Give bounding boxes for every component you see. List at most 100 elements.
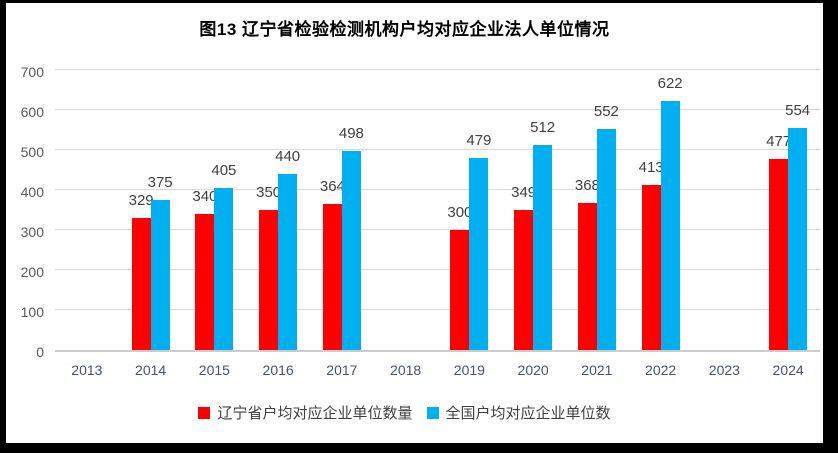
x-tick-label: 2021 (581, 362, 613, 378)
bar-national (214, 188, 234, 350)
y-tick-label: 300 (20, 224, 44, 240)
bar-value-label: 364 (319, 178, 345, 195)
bar-liaoning (577, 203, 597, 350)
bar-value-label: 440 (275, 148, 301, 165)
bar-value-label: 349 (511, 184, 537, 201)
gridline (55, 309, 820, 310)
bar-column: 364 498 (310, 72, 374, 350)
bar-column (693, 72, 757, 350)
bar-wrap: 350 (256, 185, 281, 350)
plot-area: 329 375 340 405 350 440 364 498 300 479 349 512 368 5… (55, 69, 820, 352)
bar-value-label: 622 (657, 75, 683, 92)
bar-wrap: 340 (192, 189, 217, 350)
legend: 辽宁省户均对应企业单位数量 全国户均对应企业单位数 (6, 402, 803, 423)
bar-column: 349 512 (501, 72, 565, 350)
legend-label: 辽宁省户均对应企业单位数量 (217, 405, 413, 422)
x-tick-label: 2017 (326, 362, 358, 378)
bar-national (660, 101, 680, 350)
x-tick-label: 2024 (772, 362, 804, 378)
bar-value-label: 498 (338, 125, 364, 142)
bar-wrap: 622 (658, 76, 683, 350)
x-tick-label: 2019 (453, 362, 485, 378)
bar-column: 340 405 (183, 72, 247, 350)
bar-column (374, 72, 438, 350)
gridline (55, 69, 820, 70)
bar-wrap: 554 (785, 103, 810, 350)
y-tick-label: 600 (20, 104, 44, 120)
bar-value-label: 340 (192, 188, 218, 205)
bar-column (55, 72, 119, 350)
x-tick-label: 2018 (390, 362, 422, 378)
bar-liaoning (131, 218, 151, 350)
bar-liaoning (195, 214, 215, 350)
bar-value-label: 554 (785, 102, 811, 119)
chart-title: 图13 辽宁省检验检测机构户均对应企业法人单位情况 (199, 20, 610, 39)
y-tick-label: 400 (20, 184, 44, 200)
bar-value-label: 512 (530, 119, 556, 136)
bars-layer: 329 375 340 405 350 440 364 498 300 479 349 512 368 5… (55, 72, 820, 350)
bar-wrap: 552 (594, 104, 619, 350)
bar-wrap: 498 (339, 126, 364, 350)
legend-item: 辽宁省户均对应企业单位数量 (198, 402, 413, 423)
gridline (55, 269, 820, 270)
bar-column: 477 554 (756, 72, 820, 350)
bar-liaoning (641, 185, 661, 350)
y-tick-label: 0 (36, 344, 44, 360)
bar-wrap: 368 (575, 178, 600, 350)
y-axis: 0 100 200 300 400 500 600 700 (6, 64, 50, 360)
x-tick-label: 2015 (198, 362, 230, 378)
bar-wrap: 477 (766, 134, 791, 350)
bar-value-label: 413 (638, 159, 664, 176)
y-tick-label: 500 (20, 144, 44, 160)
x-tick-label: 2013 (71, 362, 103, 378)
bar-column: 368 552 (565, 72, 629, 350)
bar-wrap: 512 (530, 120, 555, 350)
bar-value-label: 368 (574, 177, 600, 194)
chart-canvas: 图13 辽宁省检验检测机构户均对应企业法人单位情况 0 100 200 300 400 5… (6, 3, 823, 443)
x-tick-label: 2016 (262, 362, 294, 378)
bar-liaoning (322, 204, 342, 350)
x-tick-label: 2023 (708, 362, 740, 378)
bar-wrap: 413 (639, 160, 664, 350)
bar-column: 300 479 (438, 72, 502, 350)
x-axis: 2013 2014 2015 2016 2017 2018 2019 2020 2021 2022… (55, 362, 820, 378)
gridline (55, 229, 820, 230)
bar-liaoning (450, 230, 470, 350)
bar-wrap: 349 (511, 185, 536, 350)
legend-label: 全国户均对应企业单位数 (445, 405, 611, 422)
bar-wrap: 300 (447, 205, 472, 350)
x-tick-label: 2022 (645, 362, 677, 378)
bar-value-label: 477 (766, 133, 792, 150)
gridline (55, 189, 820, 190)
bar-liaoning (769, 159, 789, 350)
bar-column: 329 375 (119, 72, 183, 350)
gridline (55, 149, 820, 150)
bar-national (788, 128, 808, 350)
bar-wrap: 479 (466, 133, 491, 350)
y-tick-label: 200 (20, 264, 44, 280)
bar-national (469, 158, 489, 350)
bar-wrap: 329 (129, 193, 154, 350)
bar-value-label: 375 (147, 174, 173, 191)
bar-column: 413 622 (629, 72, 693, 350)
bar-value-label: 552 (593, 103, 619, 120)
bar-wrap: 440 (275, 149, 300, 350)
bar-national (150, 200, 170, 350)
y-tick-label: 700 (20, 64, 44, 80)
bar-value-label: 350 (256, 184, 282, 201)
bar-wrap: 364 (320, 179, 345, 350)
x-tick-label: 2020 (517, 362, 549, 378)
legend-swatch-icon (198, 406, 211, 419)
bar-value-label: 479 (466, 132, 492, 149)
bar-wrap: 375 (148, 175, 173, 350)
bar-value-label: 405 (211, 162, 237, 179)
bar-liaoning (514, 210, 534, 350)
bar-national (278, 174, 298, 350)
bar-liaoning (259, 210, 279, 350)
bar-value-label: 300 (447, 204, 473, 221)
legend-item: 全国户均对应企业单位数 (426, 402, 611, 423)
bar-national (533, 145, 553, 350)
bar-value-label: 329 (128, 192, 154, 209)
bar-column: 350 440 (246, 72, 310, 350)
